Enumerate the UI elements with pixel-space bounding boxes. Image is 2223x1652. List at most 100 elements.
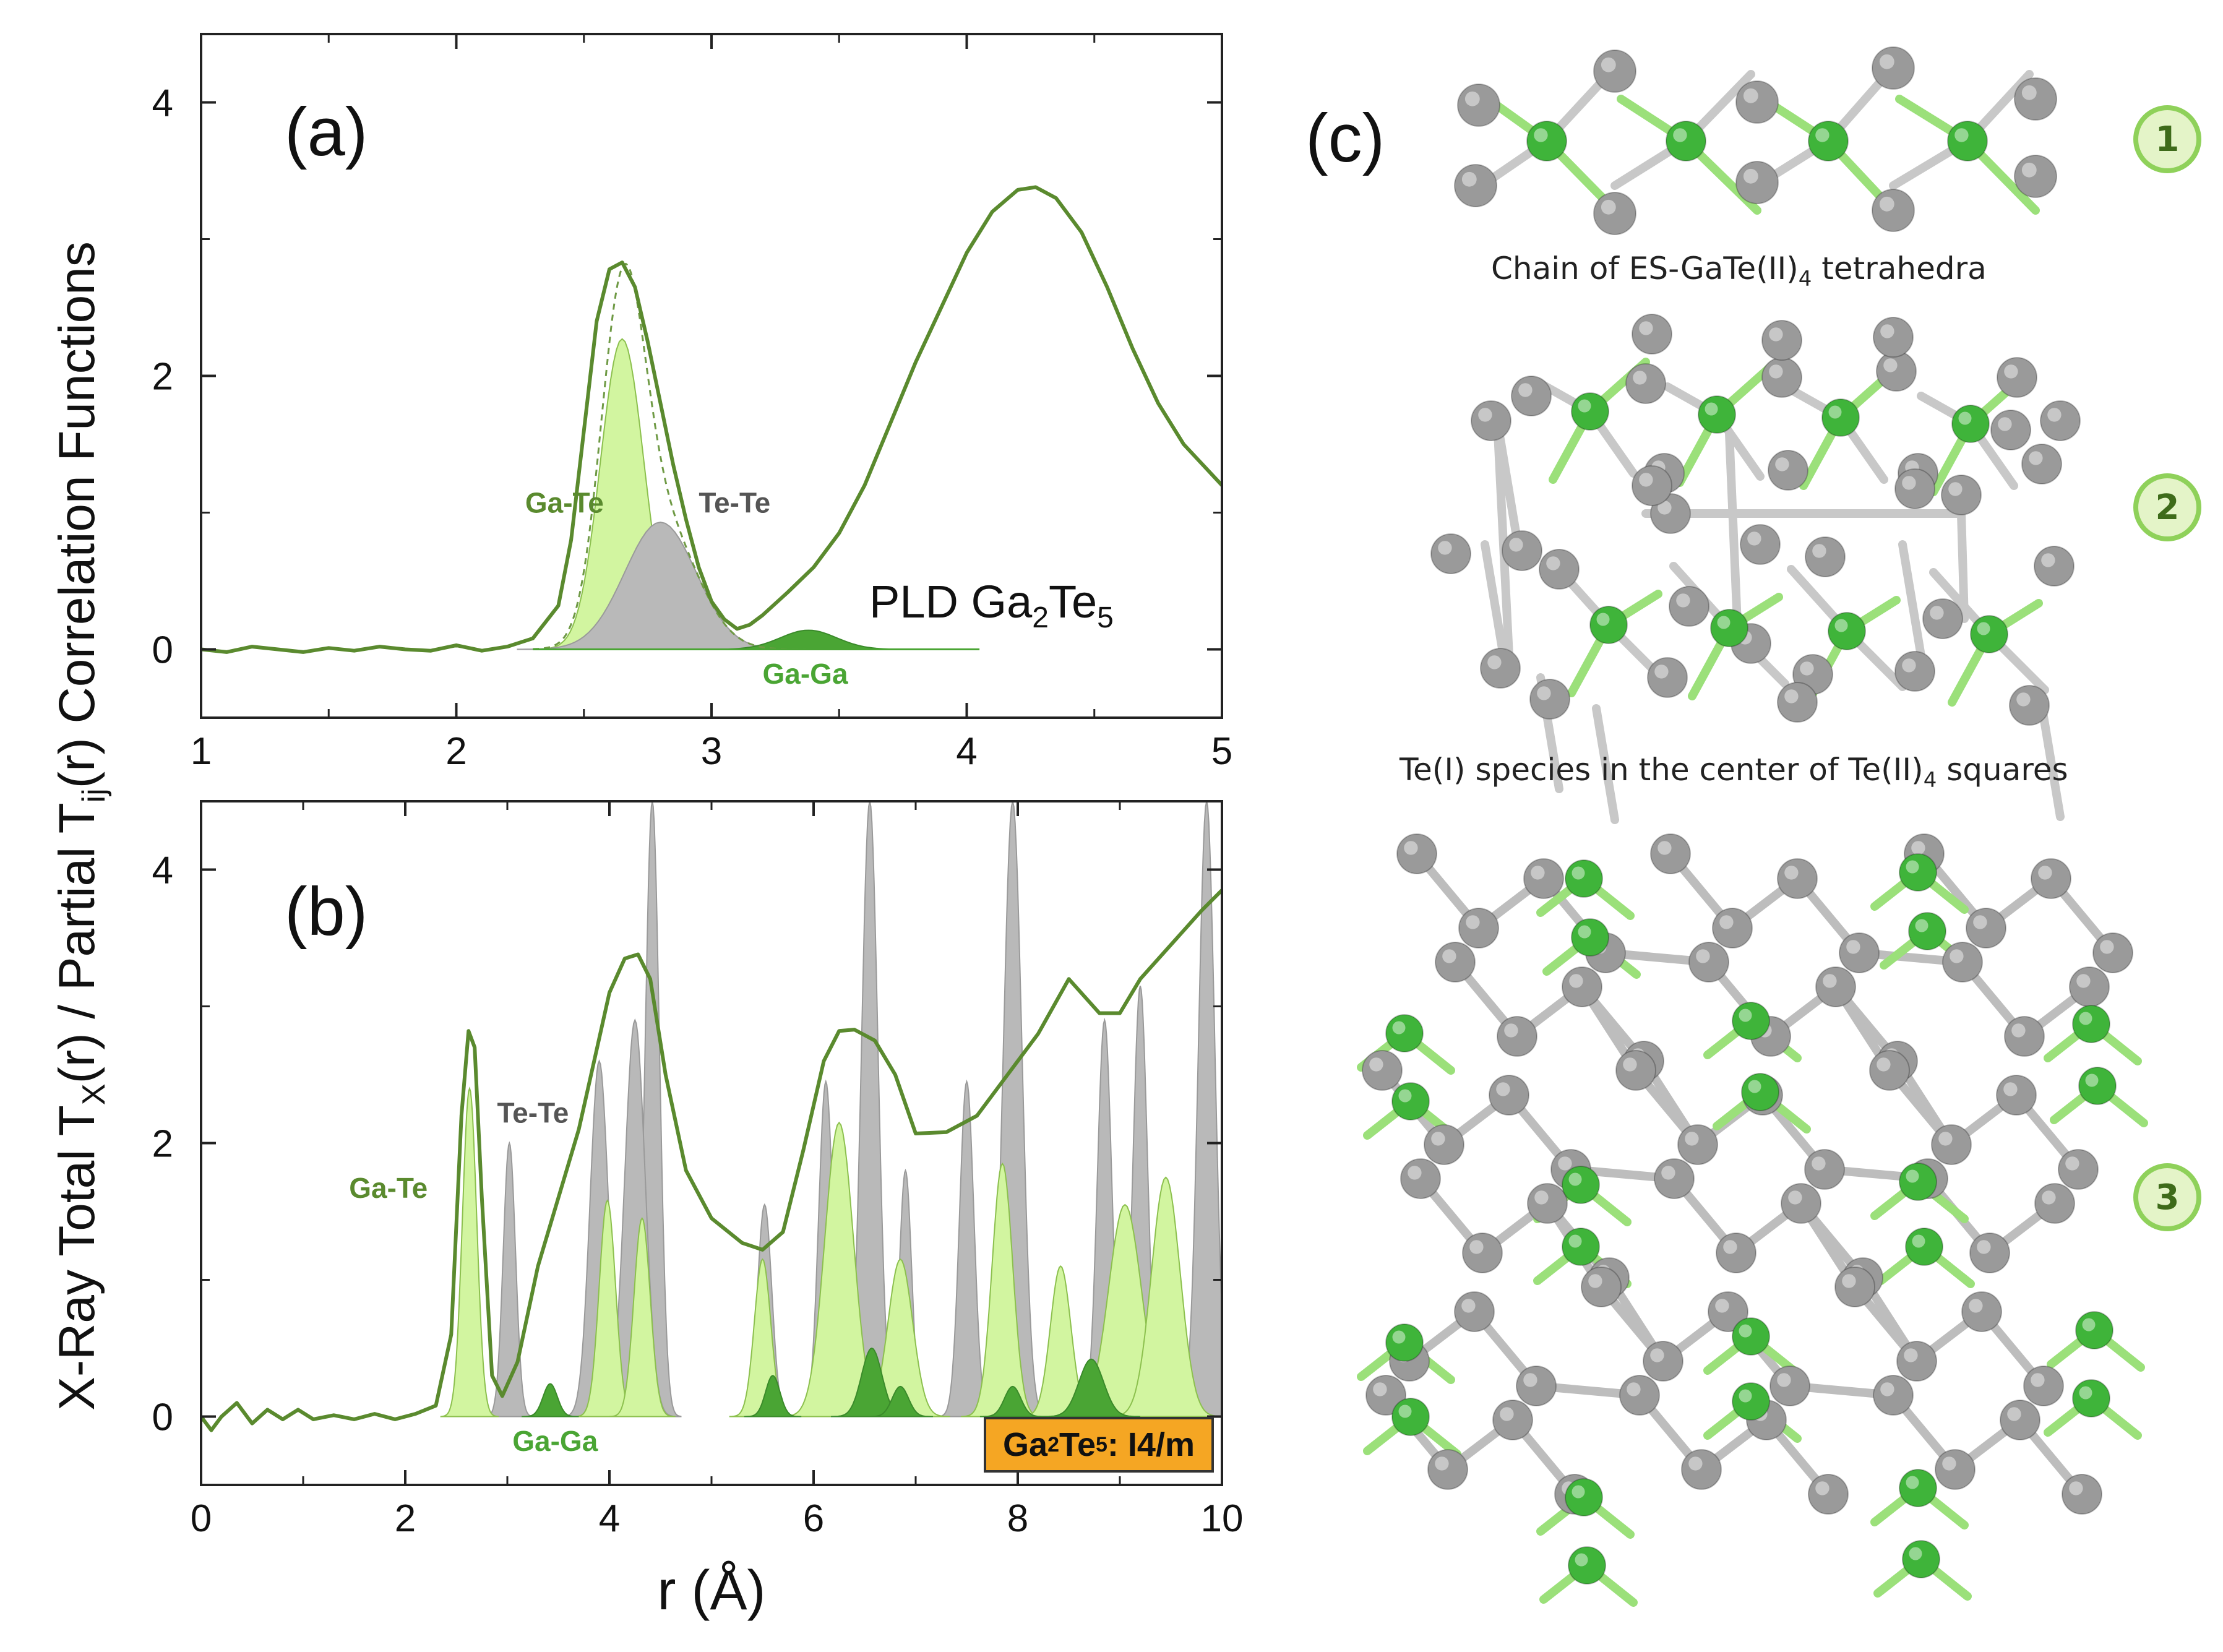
ga-atom [1741, 1073, 1779, 1111]
te-atom [1712, 908, 1753, 949]
te-atom [1480, 648, 1521, 689]
structure-badge-1: 1 [2133, 105, 2201, 173]
ga-atom [1568, 1546, 1606, 1585]
ga-atom [1565, 1478, 1603, 1516]
y-tick-label-a: 2 [152, 356, 173, 398]
te-atom [1457, 84, 1500, 127]
ga-atom [1899, 853, 1937, 892]
te-atom [2062, 1474, 2102, 1515]
te-atom [1424, 1124, 1464, 1165]
y-tick-label-b: 4 [152, 850, 173, 892]
panel-a-label: (a) [285, 94, 368, 170]
panel-a-chart: 1 2 3 4 5 0 2 4 Ga-Te Te-Te Ga-Ga [152, 33, 1232, 773]
te-atom [2092, 932, 2133, 973]
x-tick-label-a: 2 [445, 730, 467, 773]
ga-atom [1947, 121, 1988, 161]
te-atom [1735, 161, 1779, 204]
te-atom [1593, 192, 1636, 235]
x-axis-label: r (Å) [657, 1560, 766, 1622]
te-atom [1454, 164, 1497, 207]
te-atom [1761, 320, 1802, 361]
te-atom [1735, 80, 1779, 124]
te-atom [2021, 444, 2062, 484]
te-atom [1362, 1050, 1403, 1091]
ga-atom [1589, 606, 1628, 644]
ga-atom [1808, 121, 1849, 161]
te-atom [1896, 1341, 1937, 1382]
te-atom [1805, 536, 1846, 577]
annotation-b-te_te: Te-Te [497, 1096, 569, 1129]
ga-atom [1571, 918, 1609, 957]
te-atom [1650, 833, 1691, 874]
y-tick-label-b: 0 [152, 1396, 173, 1439]
te-atom [1400, 1158, 1441, 1199]
ga-atom [1821, 398, 1860, 437]
panel-b-label: (b) [285, 874, 368, 950]
te-atom [1922, 598, 1963, 639]
caption-chain: Chain of ES-GaTe(II)4 tetrahedra [1491, 251, 1987, 291]
ga-atom [1391, 1082, 1430, 1121]
space-group-badge: Ga 2 Te 5: I4/m [984, 1417, 1214, 1473]
y-tick-label-b: 2 [152, 1123, 173, 1166]
ga-atom [1562, 1228, 1600, 1266]
te-atom [1396, 833, 1437, 874]
te-atom [2023, 1366, 2064, 1406]
te-atom [1643, 1341, 1683, 1382]
y-tick-label-a: 0 [152, 629, 173, 672]
te-atom [1740, 524, 1781, 565]
ga-atom [1385, 1323, 1424, 1362]
te-atom [1462, 1233, 1503, 1273]
te-atom [2034, 1183, 2075, 1224]
ga-atom [2078, 1067, 2117, 1105]
te-atom [1935, 1449, 1976, 1490]
te-atom [1834, 1267, 1875, 1307]
x-tick-label-a: 5 [1211, 730, 1232, 773]
peak-ga-te-b-9 [1107, 1176, 1222, 1418]
te-atom [1894, 468, 1935, 509]
x-tick-label-a: 4 [956, 730, 977, 773]
peak-ga-ga-b-1 [744, 1375, 802, 1418]
te-atom [1502, 530, 1542, 571]
ga-atom [1828, 612, 1866, 650]
te-atom [1677, 1124, 1718, 1165]
te-atom [1716, 1233, 1756, 1273]
te-atom [1489, 1075, 1529, 1116]
ga-atom [1905, 1228, 1943, 1266]
ga-atom [1908, 912, 1946, 950]
annotation-a-te_te: Te-Te [699, 487, 770, 519]
te-atom [1894, 651, 1935, 692]
peak-ga-te-b-3 [729, 1258, 796, 1418]
annotation-b-ga_ga: Ga-Ga [512, 1425, 598, 1457]
x-tick-label-b: 8 [1007, 1497, 1028, 1540]
peak-te-te-b-0 [484, 1141, 535, 1418]
x-tick-label-a: 1 [191, 730, 212, 773]
x-tick-label-b: 0 [191, 1497, 212, 1540]
te-atom [2031, 858, 2071, 899]
te-atom [2009, 685, 2050, 726]
x-tick-label-b: 6 [803, 1497, 824, 1540]
structure-badge-2: 2 [2133, 473, 2201, 541]
y-axis-label: X-Ray Total TX(r) / Partial Tij(r) Corre… [48, 241, 113, 1411]
ga-atom [1571, 392, 1609, 431]
te-atom [1777, 858, 1818, 899]
ga-atom [1899, 1469, 1937, 1507]
te-atom [1458, 908, 1499, 949]
te-atom [1511, 376, 1552, 416]
te-atom [1529, 679, 1570, 720]
ga-atom [1902, 1540, 1940, 1578]
te-atom [1454, 1291, 1495, 1332]
peak-ga-ga-b-3 [867, 1385, 934, 1418]
total-tx-line-a [201, 185, 1222, 654]
te-atom [1872, 46, 1915, 90]
annotation-b-ga_te: Ga-Te [349, 1172, 428, 1204]
te-atom [1527, 1183, 1568, 1224]
caption-teI: Te(I) species in the center of Te(II)4 s… [1400, 752, 2068, 793]
total-tx-line-b [201, 888, 1222, 1432]
ga-atom [1732, 1382, 1770, 1421]
te-atom [2004, 1016, 2045, 1057]
te-atom [1523, 858, 1564, 899]
ga-atom [1385, 1014, 1424, 1052]
structure-badge-3: 3 [2133, 1163, 2201, 1231]
te-atom [1430, 533, 1471, 574]
